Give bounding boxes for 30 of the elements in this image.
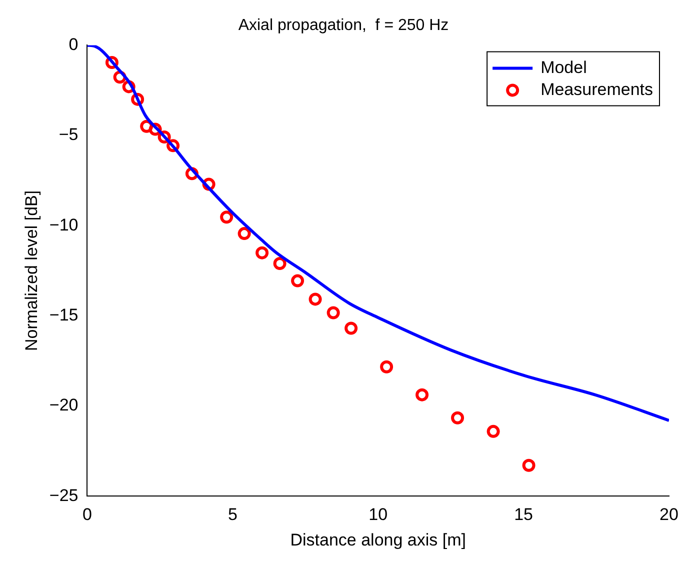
- point: [522, 458, 536, 472]
- point: [380, 360, 394, 374]
- legend-label: Measurements: [540, 80, 654, 99]
- point: [220, 210, 234, 224]
- y-tick-label: −25: [49, 486, 78, 505]
- point: [308, 292, 322, 306]
- point: [326, 306, 340, 320]
- x-tick-label: 15: [514, 505, 534, 524]
- point: [273, 256, 286, 270]
- chart-title: Axial propagation, f = 250 Hz: [238, 17, 449, 34]
- x-tick-label: 0: [82, 505, 92, 524]
- point: [451, 411, 464, 424]
- y-tick-label: 0: [68, 34, 78, 54]
- x-tick-label: 10: [368, 505, 388, 524]
- point: [291, 274, 304, 288]
- point: [344, 322, 358, 335]
- y-tick-label: −15: [49, 305, 78, 324]
- y-tick-label: −10: [49, 215, 78, 234]
- legend-label: Model: [540, 58, 587, 77]
- y-axis-title: Normalized level [dB]: [22, 190, 41, 352]
- point: [256, 246, 269, 260]
- point: [486, 424, 500, 438]
- y-tick-label: −20: [49, 396, 78, 415]
- point: [238, 227, 251, 240]
- x-tick-label: 20: [660, 505, 678, 524]
- x-tick-label: 5: [228, 505, 238, 524]
- point: [416, 388, 429, 402]
- y-tick-label: −5: [58, 125, 78, 144]
- x-axis-title: Distance along axis [m]: [290, 530, 466, 550]
- line-series: [87, 45, 669, 422]
